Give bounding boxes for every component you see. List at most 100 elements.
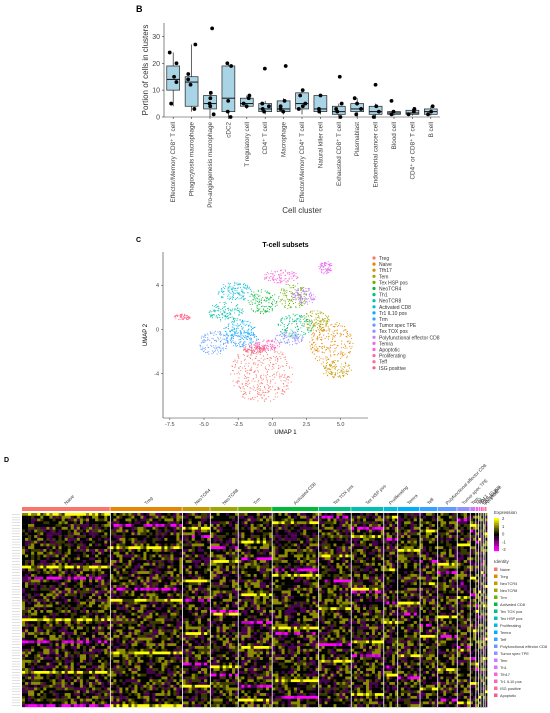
d-heat-cell	[76, 693, 81, 697]
c-point	[243, 388, 245, 390]
d-heat-cell	[46, 587, 50, 591]
d-heat-cell	[86, 540, 90, 544]
c-point	[308, 323, 310, 325]
d-heat-cell	[40, 601, 44, 605]
c-point	[310, 330, 312, 332]
c-point	[174, 315, 176, 318]
d-heat-cell	[76, 565, 81, 569]
d-heat-cell	[95, 593, 99, 597]
d-heat-cell	[49, 646, 53, 649]
d-heat-cell	[116, 524, 120, 528]
d-heat-cell	[152, 518, 156, 522]
d-heat-cell	[58, 607, 62, 611]
c-point	[341, 367, 343, 369]
c-point	[239, 386, 241, 389]
d-heat-cell	[70, 562, 74, 566]
c-point	[253, 371, 255, 373]
c-legend-key	[372, 335, 376, 339]
d-heat-cell	[104, 665, 108, 669]
d-heat-cell	[25, 560, 29, 564]
c-point	[241, 289, 243, 291]
d-heat-cell	[58, 532, 62, 536]
c-point	[345, 371, 347, 373]
d-heat-cell	[95, 621, 99, 625]
c-point	[238, 314, 240, 316]
c-point	[238, 377, 240, 379]
c-point	[231, 323, 234, 325]
d-heat-cell	[52, 554, 56, 558]
d-heat-cell	[61, 682, 65, 686]
c-point	[283, 336, 286, 338]
d-heat-cell	[79, 532, 84, 536]
d-heat-cell	[79, 646, 84, 649]
c-point	[219, 317, 221, 319]
d-heat-cell	[55, 585, 59, 589]
c-point	[203, 339, 205, 342]
d-heat-cell	[55, 551, 59, 555]
c-point	[330, 364, 333, 366]
d-heat-cell	[86, 618, 90, 622]
d-heat-cell	[28, 571, 32, 575]
d-heat-cell	[92, 676, 96, 680]
d-heat-cell	[104, 560, 108, 564]
d-heat-cell	[104, 643, 108, 647]
d-heat-cell	[40, 634, 44, 638]
d-heat-cell	[58, 646, 62, 649]
c-point	[258, 295, 260, 297]
c-point	[299, 299, 301, 301]
d-heat-cell	[55, 521, 59, 525]
b-box-group	[258, 66, 272, 115]
d-heat-cell	[82, 632, 87, 636]
d-heat-cell	[49, 632, 53, 636]
d-heat-cell	[40, 687, 44, 691]
c-point	[311, 323, 313, 325]
c-point	[330, 270, 332, 272]
d-heat-cell	[46, 524, 50, 528]
d-heat-cell	[25, 543, 29, 547]
d-heat-cell	[25, 593, 29, 597]
d-heat-cell	[95, 518, 99, 522]
c-point	[319, 311, 321, 313]
c-point	[337, 376, 339, 378]
d-heat-cell	[49, 665, 53, 669]
c-point	[343, 371, 345, 373]
c-point	[254, 333, 256, 336]
c-point	[333, 344, 335, 346]
d-heat-cell	[92, 657, 96, 661]
d-heat-cell	[52, 546, 56, 550]
d-heat-cell	[95, 690, 99, 694]
d-heat-cell	[86, 593, 90, 597]
d-heat-cell	[43, 654, 47, 658]
c-point	[272, 295, 274, 297]
c-point	[265, 367, 267, 370]
d-heat-cell	[95, 524, 99, 528]
b-x-tick-label: Plasmablast	[354, 122, 361, 157]
c-point	[272, 273, 274, 275]
d-heat-cell	[31, 540, 35, 544]
d-heat-cell	[25, 668, 29, 672]
d-heat-cell	[86, 668, 90, 672]
c-point	[328, 271, 330, 273]
c-point	[327, 359, 329, 361]
c-point	[245, 393, 247, 395]
d-heat-cell	[31, 690, 35, 694]
d-heat-cell	[73, 657, 78, 661]
c-point	[255, 349, 257, 351]
d-heat-cell	[37, 576, 41, 580]
d-heat-cell	[125, 524, 129, 528]
c-point	[211, 353, 213, 355]
b-point	[389, 112, 394, 117]
c-point	[251, 398, 253, 400]
c-point	[299, 306, 301, 308]
d-heat-cell	[58, 518, 62, 522]
d-heat-cell	[37, 573, 41, 577]
d-heat-cell	[73, 682, 78, 686]
d-heat-cell	[113, 524, 117, 528]
c-cluster	[302, 310, 330, 332]
d-heat-cell	[67, 598, 71, 602]
c-point	[258, 350, 260, 352]
d-heat-cell	[89, 579, 93, 583]
d-heat-cell	[40, 579, 44, 583]
c-point	[232, 342, 235, 344]
d-heat-cell	[34, 629, 38, 633]
